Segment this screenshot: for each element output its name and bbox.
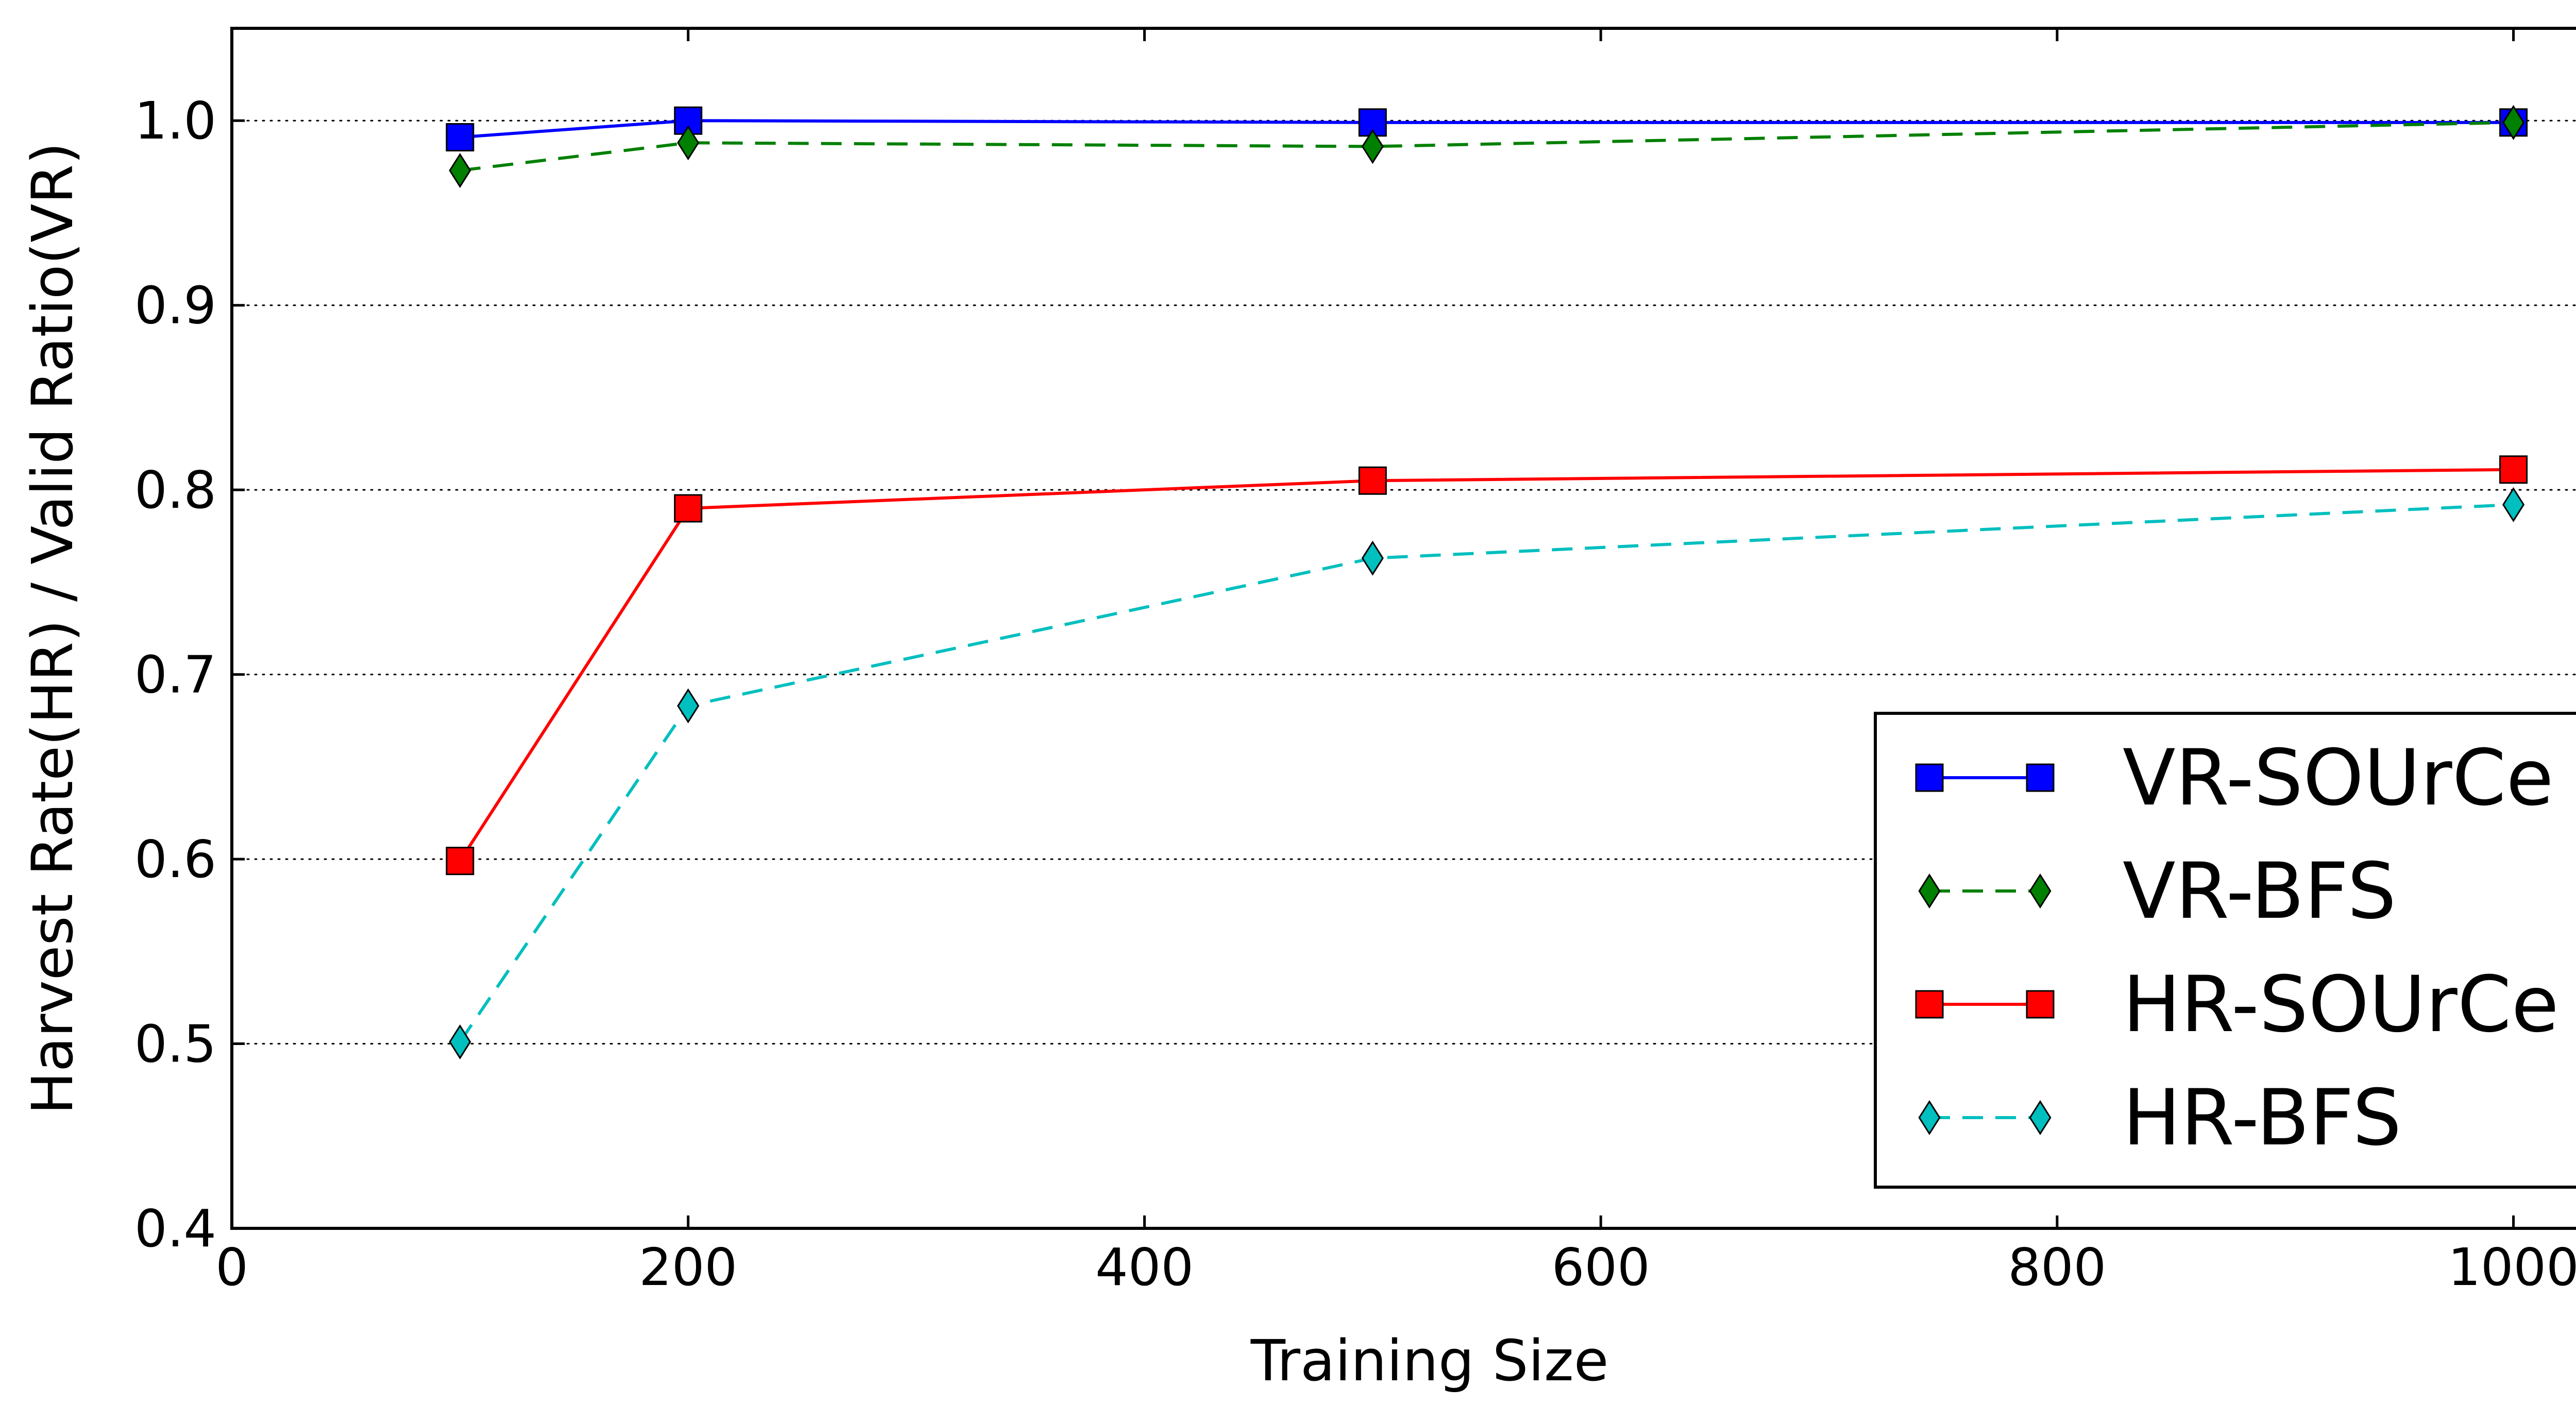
- data-point-vr-bfs: [2502, 105, 2525, 140]
- data-point-hr-bfs: [1361, 540, 1384, 576]
- series-line-vr-source: [460, 119, 2514, 139]
- data-point-hr-source: [1358, 466, 1387, 495]
- data-point-hr-bfs: [2502, 487, 2525, 522]
- y-tick-label: 0.8: [134, 460, 216, 520]
- x-tick-label: 800: [2008, 1237, 2106, 1297]
- legend-marker-hr-bfs: [1918, 1100, 1941, 1136]
- y-tick-label: 1.0: [134, 91, 216, 151]
- data-point-vr-source: [446, 123, 474, 151]
- legend-label-hr-source: HR-SOUrCe: [2123, 960, 2559, 1050]
- data-point-vr-bfs: [449, 153, 471, 189]
- y-tick-label: 0.4: [134, 1198, 216, 1259]
- y-tick-label: 0.5: [134, 1014, 216, 1074]
- series-lines: [459, 119, 2514, 1043]
- x-tick-label: 0: [215, 1237, 248, 1297]
- y-tick-label: 0.6: [134, 829, 216, 889]
- legend: VR-SOUrCe VR-BFS HR-SOUrCe HR-BFS: [1874, 712, 2576, 1189]
- data-point-vr-bfs: [1361, 129, 1384, 164]
- x-tick-label: 400: [1095, 1237, 1194, 1297]
- legend-marker-hr-source: [1915, 990, 1944, 1019]
- legend-label-vr-source: VR-SOUrCe: [2123, 733, 2554, 823]
- series-line-vr-bfs: [460, 121, 2514, 172]
- data-point-hr-bfs: [677, 688, 700, 724]
- y-axis-title: Harvest Rate(HR) / Valid Ratio(VR): [20, 142, 86, 1115]
- series-line-hr-source: [459, 468, 2514, 862]
- series-line-hr-bfs: [459, 503, 2514, 1043]
- legend-box: [1874, 712, 2576, 1189]
- data-point-hr-source: [446, 847, 474, 876]
- gridlines: [231, 119, 2576, 1045]
- legend-marker-vr-source: [2026, 763, 2055, 792]
- series-markers: [446, 105, 2528, 1059]
- plot-frame: [230, 27, 2576, 1230]
- data-point-vr-bfs: [677, 125, 700, 161]
- legend-marker-vr-bfs: [2029, 873, 2052, 909]
- data-point-hr-source: [674, 494, 703, 523]
- legend-marker-vr-source: [1915, 763, 1944, 792]
- data-point-hr-bfs: [449, 1024, 471, 1059]
- axis-ticks: 0.4 0.5 0.6 0.7 0.8 0.9 1.0 0 200 400 600 800 1000: [134, 28, 2576, 1297]
- legend-marker-hr-bfs: [2029, 1100, 2052, 1136]
- legend-marker-vr-bfs: [1918, 873, 1941, 909]
- legend-marker-hr-source: [2026, 990, 2055, 1019]
- x-axis-title: Training Size: [1250, 1328, 1609, 1394]
- x-tick-label: 200: [639, 1237, 737, 1297]
- y-tick-label: 0.7: [134, 645, 216, 705]
- y-tick-label: 0.9: [134, 276, 216, 336]
- legend-label-vr-bfs: VR-BFS: [2123, 847, 2396, 936]
- x-tick-label: 1000: [2448, 1237, 2576, 1297]
- data-point-hr-source: [2499, 455, 2528, 484]
- legend-label-hr-bfs: HR-BFS: [2123, 1073, 2401, 1163]
- x-tick-label: 600: [1552, 1237, 1650, 1297]
